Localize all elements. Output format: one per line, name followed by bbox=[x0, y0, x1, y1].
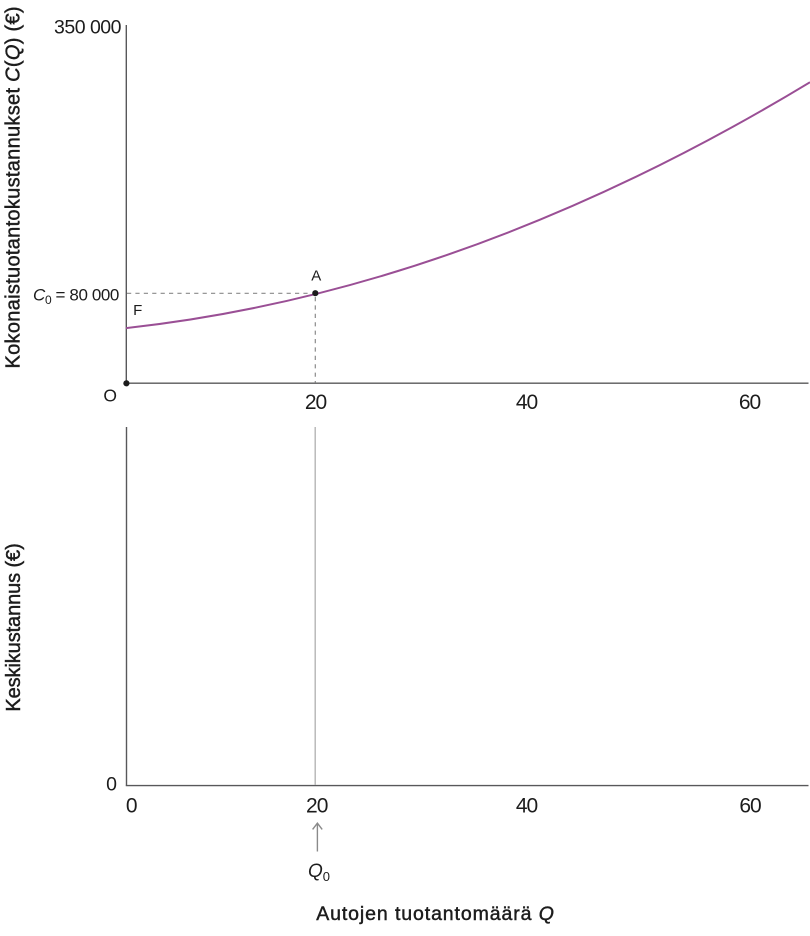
svg-text:Kokonaistuotantokustannukset C: Kokonaistuotantokustannukset C(Q) (€) bbox=[3, 6, 25, 368]
svg-text:350 000: 350 000 bbox=[54, 17, 122, 39]
svg-text:20: 20 bbox=[306, 795, 328, 818]
svg-text:O: O bbox=[103, 386, 117, 406]
svg-text:Keskikustannus (€): Keskikustannus (€) bbox=[3, 543, 25, 711]
svg-text:40: 40 bbox=[516, 391, 538, 414]
svg-text:20: 20 bbox=[305, 391, 327, 414]
svg-text:F: F bbox=[133, 302, 142, 319]
svg-text:40: 40 bbox=[516, 795, 538, 818]
svg-text:C0 = 80 000: C0 = 80 000 bbox=[33, 286, 119, 307]
svg-text:A: A bbox=[311, 268, 321, 285]
svg-text:Q0: Q0 bbox=[308, 861, 330, 884]
svg-text:0: 0 bbox=[106, 774, 117, 796]
svg-text:0: 0 bbox=[126, 795, 138, 818]
svg-text:60: 60 bbox=[739, 795, 761, 818]
svg-text:Autojen tuotantomäärä Q: Autojen tuotantomäärä Q bbox=[316, 903, 555, 925]
svg-text:60: 60 bbox=[739, 391, 761, 414]
